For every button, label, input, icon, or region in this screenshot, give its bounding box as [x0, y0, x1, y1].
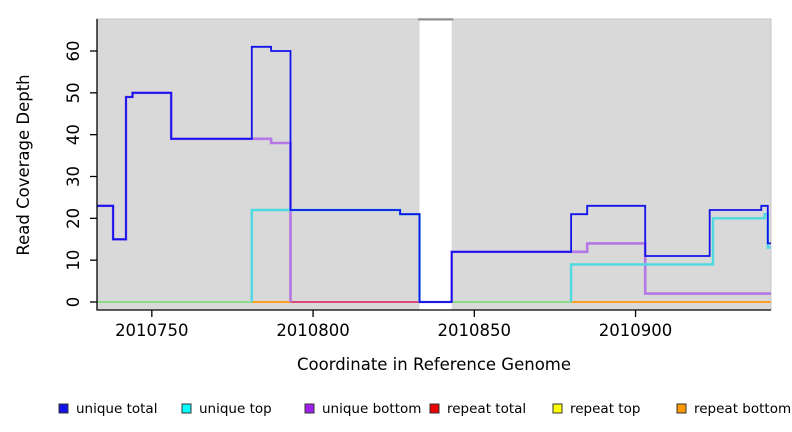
- legend-label: unique total: [76, 401, 157, 417]
- y-axis-title: Read Coverage Depth: [14, 74, 33, 255]
- legend-label: unique top: [199, 401, 272, 417]
- legend-swatch: [552, 403, 563, 414]
- axis-lines: [96, 19, 771, 311]
- x-tick-label: 2010750: [115, 321, 189, 340]
- legend-label: unique bottom: [322, 401, 421, 417]
- gap-region: [419, 18, 452, 310]
- legend-swatch: [181, 403, 192, 414]
- axes: 2010750 2010800 2010850 2010900 0 10 20 30 40 50 6…: [64, 19, 771, 340]
- legend-item: unique top: [181, 401, 272, 417]
- legend-item: repeat top: [552, 401, 640, 417]
- legend-swatch: [429, 403, 440, 414]
- y-tick-label: 20: [64, 208, 83, 229]
- legend-item: unique bottom: [304, 401, 421, 417]
- legend-item: repeat total: [429, 401, 526, 417]
- y-tick-label: 60: [64, 41, 83, 62]
- x-tick-label: 2010850: [438, 321, 512, 340]
- legend-label: repeat total: [447, 401, 526, 417]
- legend-item: repeat bottom: [676, 401, 791, 417]
- legend-swatch: [304, 403, 315, 414]
- legend-label: repeat top: [570, 401, 640, 417]
- y-tick-label: 10: [64, 250, 83, 271]
- x-axis-title: Coordinate in Reference Genome: [297, 355, 571, 374]
- plot-area: [96, 18, 772, 311]
- y-tick-label: 30: [64, 166, 83, 187]
- legend-item: unique total: [58, 401, 157, 417]
- series-line-unique-total: [97, 45, 771, 303]
- y-tick-label: 0: [64, 297, 83, 308]
- y-tick-label: 40: [64, 124, 83, 145]
- legend-swatch: [58, 403, 69, 414]
- legend-label: repeat bottom: [694, 401, 791, 417]
- legend-swatch: [676, 403, 687, 414]
- x-tick-label: 2010900: [599, 321, 673, 340]
- x-tick-label: 2010800: [276, 321, 350, 340]
- y-tick-label: 50: [64, 82, 83, 103]
- legend: unique total unique top unique bottom repea…: [58, 401, 791, 417]
